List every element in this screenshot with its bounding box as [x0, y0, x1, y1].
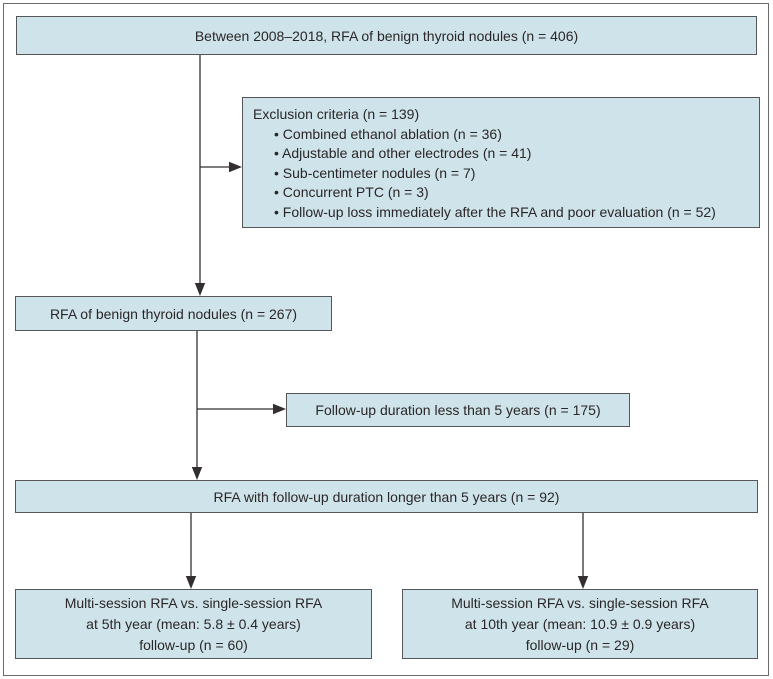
arrowhead-to-tenth — [577, 576, 589, 589]
box-tenth-year: Multi-session RFA vs. single-session RFA… — [402, 589, 758, 659]
fifth-year-line: follow-up (n = 60) — [139, 636, 248, 653]
arrowhead-to-exclusion — [229, 161, 242, 173]
tenth-year-line: follow-up (n = 29) — [525, 636, 635, 653]
box-exclusion-criteria: Exclusion criteria (n = 139) • Combined … — [242, 97, 760, 228]
exclusion-item: • Sub-centimeter nodules (n = 7) — [274, 164, 476, 181]
exclusion-item: • Concurrent PTC (n = 3) — [274, 184, 429, 200]
fifth-year-line: Multi-session RFA vs. single-session RFA — [64, 594, 323, 611]
exclusion-item: • Adjustable and other electrodes (n = 4… — [274, 145, 532, 161]
box-short-followup: Follow-up duration less than 5 years (n … — [286, 393, 630, 427]
fifth-year-line: at 5th year (mean: 5.8 ± 0.4 years) — [86, 615, 301, 632]
arrowhead-initial-to-rfa — [194, 283, 206, 296]
box-long-followup-text: RFA with follow-up duration longer than … — [213, 488, 560, 505]
exclusion-item: • Combined ethanol ablation (n = 36) — [274, 125, 502, 142]
exclusion-list: • Combined ethanol ablation (n = 36) • Ad… — [253, 125, 749, 223]
box-initial-cohort: Between 2008–2018, RFA of benign thyroid… — [16, 16, 757, 55]
box-fifth-year: Multi-session RFA vs. single-session RFA… — [15, 589, 372, 659]
box-long-followup: RFA with follow-up duration longer than … — [15, 480, 758, 513]
exclusion-item: • Follow-up loss immediately after the R… — [274, 203, 716, 220]
box-rfa-benign-text: RFA of benign thyroid nodules (n = 267) — [49, 305, 298, 322]
figure-frame — [3, 3, 769, 676]
arrowhead-to-fifth — [185, 576, 197, 589]
box-short-followup-text: Follow-up duration less than 5 years (n … — [315, 402, 601, 418]
arrowhead-rfa-to-long — [191, 467, 203, 480]
box-rfa-benign: RFA of benign thyroid nodules (n = 267) — [15, 296, 332, 331]
exclusion-title: Exclusion criteria (n = 139) — [253, 106, 420, 122]
box-initial-cohort-text: Between 2008–2018, RFA of benign thyroid… — [194, 27, 579, 44]
arrowhead-to-short — [273, 403, 286, 415]
tenth-year-line: Multi-session RFA vs. single-session RFA — [451, 594, 709, 611]
tenth-year-line: at 10th year (mean: 10.9 ± 0.9 years) — [464, 615, 696, 632]
